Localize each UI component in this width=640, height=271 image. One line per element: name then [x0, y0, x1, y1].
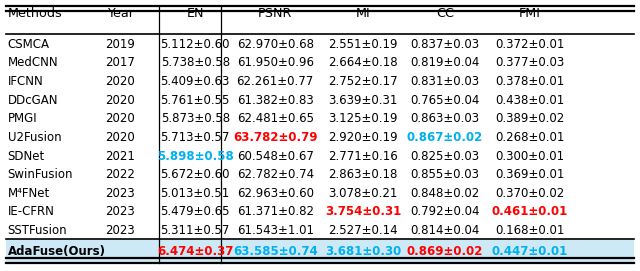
- Text: 0.863±0.03: 0.863±0.03: [410, 112, 479, 125]
- Text: 0.300±0.01: 0.300±0.01: [495, 150, 564, 163]
- Text: 2023: 2023: [106, 205, 135, 218]
- Text: 0.370±0.02: 0.370±0.02: [495, 187, 564, 200]
- Text: 0.848±0.02: 0.848±0.02: [410, 187, 479, 200]
- Text: 61.950±0.96: 61.950±0.96: [237, 56, 314, 69]
- Text: 3.754±0.31: 3.754±0.31: [324, 205, 401, 218]
- Text: 3.125±0.19: 3.125±0.19: [328, 112, 397, 125]
- Text: PMGI: PMGI: [8, 112, 37, 125]
- Text: 2.920±0.19: 2.920±0.19: [328, 131, 397, 144]
- Text: 2.771±0.16: 2.771±0.16: [328, 150, 397, 163]
- Text: FMI: FMI: [519, 7, 541, 20]
- Text: CC: CC: [436, 7, 454, 20]
- Text: 2020: 2020: [106, 112, 135, 125]
- Text: 0.814±0.04: 0.814±0.04: [410, 224, 479, 237]
- Text: EN: EN: [186, 7, 204, 20]
- Text: 3.639±0.31: 3.639±0.31: [328, 93, 397, 107]
- Text: Year: Year: [107, 7, 134, 20]
- Text: 2.863±0.18: 2.863±0.18: [328, 168, 397, 181]
- Text: 2017: 2017: [106, 56, 135, 69]
- Text: 0.447±0.01: 0.447±0.01: [492, 245, 568, 258]
- Text: 5.311±0.57: 5.311±0.57: [161, 224, 230, 237]
- Text: 2.551±0.19: 2.551±0.19: [328, 38, 397, 51]
- Text: 62.963±0.60: 62.963±0.60: [237, 187, 314, 200]
- Text: 2.752±0.17: 2.752±0.17: [328, 75, 397, 88]
- Text: 0.867±0.02: 0.867±0.02: [406, 131, 483, 144]
- Text: IE-CFRN: IE-CFRN: [8, 205, 54, 218]
- Text: PSNR: PSNR: [258, 7, 292, 20]
- FancyBboxPatch shape: [6, 239, 634, 263]
- Text: 61.382±0.83: 61.382±0.83: [237, 93, 314, 107]
- Text: MI: MI: [355, 7, 371, 20]
- Text: 0.369±0.01: 0.369±0.01: [495, 168, 564, 181]
- Text: 2020: 2020: [106, 131, 135, 144]
- Text: MedCNN: MedCNN: [8, 56, 58, 69]
- Text: 60.548±0.67: 60.548±0.67: [237, 150, 314, 163]
- Text: 62.970±0.68: 62.970±0.68: [237, 38, 314, 51]
- Text: SwinFusion: SwinFusion: [8, 168, 73, 181]
- Text: 0.461±0.01: 0.461±0.01: [492, 205, 568, 218]
- Text: 0.378±0.01: 0.378±0.01: [495, 75, 564, 88]
- Text: IFCNN: IFCNN: [8, 75, 44, 88]
- Text: 2.664±0.18: 2.664±0.18: [328, 56, 397, 69]
- Text: U2Fusion: U2Fusion: [8, 131, 61, 144]
- Text: SSTFusion: SSTFusion: [8, 224, 67, 237]
- Text: Methods: Methods: [8, 7, 63, 20]
- Text: 0.819±0.04: 0.819±0.04: [410, 56, 479, 69]
- Text: 62.261±0.77: 62.261±0.77: [237, 75, 314, 88]
- Text: 3.681±0.30: 3.681±0.30: [324, 245, 401, 258]
- Text: 2020: 2020: [106, 75, 135, 88]
- Text: M⁴FNet: M⁴FNet: [8, 187, 50, 200]
- Text: 0.825±0.03: 0.825±0.03: [410, 150, 479, 163]
- Text: 5.713±0.57: 5.713±0.57: [161, 131, 230, 144]
- Text: CSMCA: CSMCA: [8, 38, 50, 51]
- Text: 62.782±0.74: 62.782±0.74: [237, 168, 314, 181]
- Text: 62.481±0.65: 62.481±0.65: [237, 112, 314, 125]
- Text: 61.371±0.82: 61.371±0.82: [237, 205, 314, 218]
- Text: 5.013±0.51: 5.013±0.51: [161, 187, 230, 200]
- Text: 61.543±1.01: 61.543±1.01: [237, 224, 314, 237]
- Text: 0.389±0.02: 0.389±0.02: [495, 112, 564, 125]
- Text: 0.268±0.01: 0.268±0.01: [495, 131, 564, 144]
- Text: 5.738±0.58: 5.738±0.58: [161, 56, 230, 69]
- Text: 2023: 2023: [106, 224, 135, 237]
- Text: 5.479±0.65: 5.479±0.65: [161, 205, 230, 218]
- Text: 5.409±0.63: 5.409±0.63: [161, 75, 230, 88]
- Text: 5.873±0.58: 5.873±0.58: [161, 112, 230, 125]
- Text: 63.585±0.74: 63.585±0.74: [233, 245, 317, 258]
- Text: 5.672±0.60: 5.672±0.60: [161, 168, 230, 181]
- Text: 63.782±0.79: 63.782±0.79: [233, 131, 317, 144]
- Text: SDNet: SDNet: [8, 150, 45, 163]
- Text: 5.898±0.58: 5.898±0.58: [157, 150, 234, 163]
- Text: 0.765±0.04: 0.765±0.04: [410, 93, 479, 107]
- Text: 2021: 2021: [106, 150, 135, 163]
- Text: 0.869±0.02: 0.869±0.02: [406, 245, 483, 258]
- Text: 0.168±0.01: 0.168±0.01: [495, 224, 564, 237]
- Text: 2023: 2023: [106, 187, 135, 200]
- Text: 0.372±0.01: 0.372±0.01: [495, 38, 564, 51]
- Text: 2.527±0.14: 2.527±0.14: [328, 224, 397, 237]
- Text: 0.792±0.04: 0.792±0.04: [410, 205, 479, 218]
- Text: 2022: 2022: [106, 168, 135, 181]
- Text: 0.837±0.03: 0.837±0.03: [410, 38, 479, 51]
- Text: 2019: 2019: [106, 38, 135, 51]
- Text: 0.855±0.03: 0.855±0.03: [410, 168, 479, 181]
- Text: 5.112±0.60: 5.112±0.60: [161, 38, 230, 51]
- Text: 5.761±0.55: 5.761±0.55: [161, 93, 230, 107]
- Text: 3.078±0.21: 3.078±0.21: [328, 187, 397, 200]
- Text: DDcGAN: DDcGAN: [8, 93, 58, 107]
- Text: 2020: 2020: [106, 93, 135, 107]
- Text: 0.438±0.01: 0.438±0.01: [495, 93, 564, 107]
- Text: 6.474±0.37: 6.474±0.37: [157, 245, 234, 258]
- Text: 0.377±0.03: 0.377±0.03: [495, 56, 564, 69]
- Text: 0.831±0.03: 0.831±0.03: [410, 75, 479, 88]
- Text: AdaFuse(Ours): AdaFuse(Ours): [8, 245, 106, 258]
